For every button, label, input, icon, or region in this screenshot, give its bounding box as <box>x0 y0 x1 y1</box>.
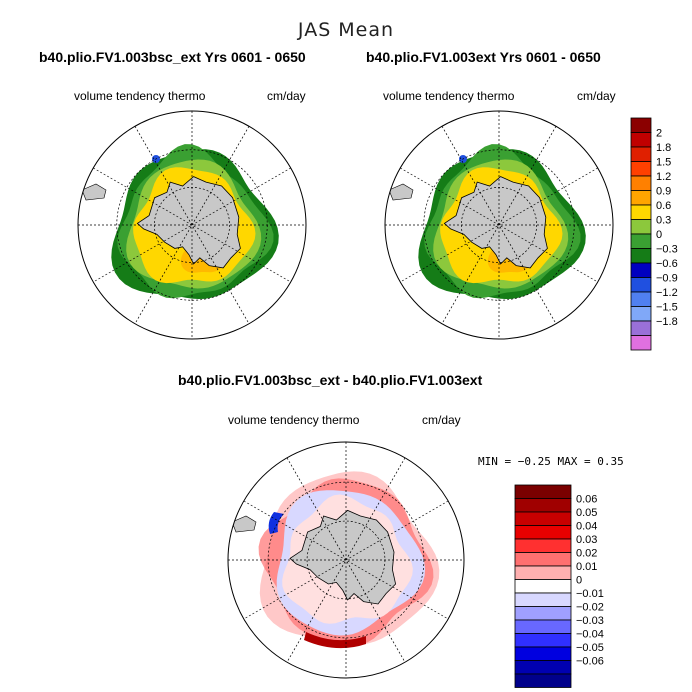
colorbar-top-swatch <box>630 277 652 293</box>
colorbar-top-swatch <box>630 132 652 148</box>
colorbar-top-swatch <box>630 291 652 307</box>
colorbar-top-swatch <box>630 219 652 235</box>
colorbar-diff-label: −0.02 <box>576 602 604 614</box>
colorbar-diff-label: 0.04 <box>576 521 597 533</box>
colorbar-diff-label: 0.03 <box>576 534 597 546</box>
colorbar-diff-label: −0.06 <box>576 656 604 668</box>
right-units-label: cm/day <box>577 89 616 103</box>
meridian-line <box>243 500 449 620</box>
south-america-tip <box>231 515 257 533</box>
colorbar-top-label: −0.9 <box>656 273 678 285</box>
colorbar-top-label: −1.8 <box>656 316 678 328</box>
figure-title: JAS Mean <box>297 19 395 41</box>
strong-positive-diff <box>304 632 366 649</box>
colorbar-top: 2 1.8 1.5 1.2 0.9 0.6 0.3 0 −0.3 −0.6 −0.9 −1.2 −1.5… <box>630 117 678 351</box>
panel-title-left: b40.plio.FV1.003bsc_ext Yrs 0601 - 0650 <box>39 49 306 65</box>
colorbar-diff: 0.060.05 0.040.03 0.020.01 0−0.01 −0.02−0.03… <box>514 484 604 688</box>
left-var-label: volume tendency thermo <box>74 89 206 103</box>
colorbar-diff-swatch <box>514 484 572 499</box>
map-diff <box>227 441 465 679</box>
colorbar-diff-swatch <box>514 498 572 513</box>
right-var-label: volume tendency thermo <box>383 89 515 103</box>
colorbar-diff-label: 0.05 <box>576 507 597 519</box>
map-border <box>227 441 465 679</box>
colorbar-top-label: 0.9 <box>656 186 671 198</box>
colorbar-top-swatch <box>630 335 652 351</box>
colorbar-top-label: 1.5 <box>656 157 671 169</box>
left-units-label: cm/day <box>267 89 306 103</box>
map-right <box>384 110 614 340</box>
colorbar-diff-label: −0.03 <box>576 615 604 627</box>
max-label: MAX = <box>557 455 591 468</box>
colorbar-top-swatch <box>630 146 652 162</box>
colorbar-top-swatch <box>630 117 652 133</box>
colorbar-top-swatch <box>630 161 652 177</box>
south-america-tip <box>81 183 107 201</box>
colorbar-diff-label: 0.01 <box>576 561 597 573</box>
diff-var-label: volume tendency thermo <box>228 413 360 427</box>
colorbar-top-swatch <box>630 320 652 336</box>
colorbar-top-label: 0.6 <box>656 200 671 212</box>
south-america-tip <box>388 183 414 201</box>
colorbar-top-label: −0.6 <box>656 258 678 270</box>
colorbar-top-label: −1.2 <box>656 287 678 299</box>
colorbar-diff-swatch <box>514 579 572 594</box>
min-label: MIN = <box>478 455 512 468</box>
panel-title-diff: b40.plio.FV1.003bsc_ext - b40.plio.FV1.0… <box>178 372 483 388</box>
colorbar-diff-label: 0 <box>576 575 582 587</box>
colorbar-diff-swatch <box>514 646 572 661</box>
colorbar-top-swatch <box>630 190 652 206</box>
colorbar-top-label: 0.3 <box>656 215 671 227</box>
colorbar-top-label: 1.2 <box>656 171 671 183</box>
map-border <box>77 110 307 340</box>
colorbar-diff-label: 0.02 <box>576 548 597 560</box>
colorbar-diff-label: 0.06 <box>576 494 597 506</box>
antarctica-landmass <box>443 176 548 269</box>
colorbar-diff-swatch <box>514 660 572 675</box>
colorbar-diff-label: −0.05 <box>576 642 604 654</box>
colorbar-top-swatch <box>630 306 652 322</box>
colorbar-top-label: −0.3 <box>656 244 678 256</box>
meridian-line <box>400 167 598 283</box>
colorbar-top-swatch <box>630 248 652 264</box>
colorbar-top-swatch <box>630 233 652 249</box>
colorbar-diff-swatch <box>514 525 572 540</box>
colorbar-diff-swatch <box>514 552 572 567</box>
min-value: −0.25 <box>517 455 551 468</box>
antarctica-landmass <box>289 509 397 605</box>
colorbar-diff-swatch <box>514 673 572 688</box>
panel-title-right: b40.plio.FV1.003ext Yrs 0601 - 0650 <box>366 49 601 65</box>
colorbar-top-label: 1.8 <box>656 142 671 154</box>
antarctica-landmass <box>136 176 241 269</box>
colorbar-diff-swatch <box>514 511 572 526</box>
diff-units-label: cm/day <box>422 413 461 427</box>
colorbar-top-swatch <box>630 262 652 278</box>
map-left <box>77 110 307 340</box>
colorbar-diff-swatch <box>514 592 572 607</box>
colorbar-top-label: 2 <box>656 128 662 140</box>
colorbar-top-label: −1.5 <box>656 302 678 314</box>
max-value: 0.35 <box>597 455 624 468</box>
colorbar-top-label: 0 <box>656 229 662 241</box>
colorbar-diff-label: −0.04 <box>576 629 604 641</box>
colorbar-diff-label: −0.01 <box>576 588 604 600</box>
colorbar-diff-swatch <box>514 565 572 580</box>
colorbar-top-swatch <box>630 175 652 191</box>
colorbar-diff-swatch <box>514 619 572 634</box>
colorbar-diff-swatch <box>514 538 572 553</box>
colorbar-diff-swatch <box>514 606 572 621</box>
colorbar-diff-swatch <box>514 633 572 648</box>
meridian-line <box>286 457 406 663</box>
min-max-stats: MIN = −0.25 MAX = 0.35 <box>478 455 624 468</box>
map-border <box>384 110 614 340</box>
colorbar-top-swatch <box>630 204 652 220</box>
meridian-line <box>93 167 291 283</box>
